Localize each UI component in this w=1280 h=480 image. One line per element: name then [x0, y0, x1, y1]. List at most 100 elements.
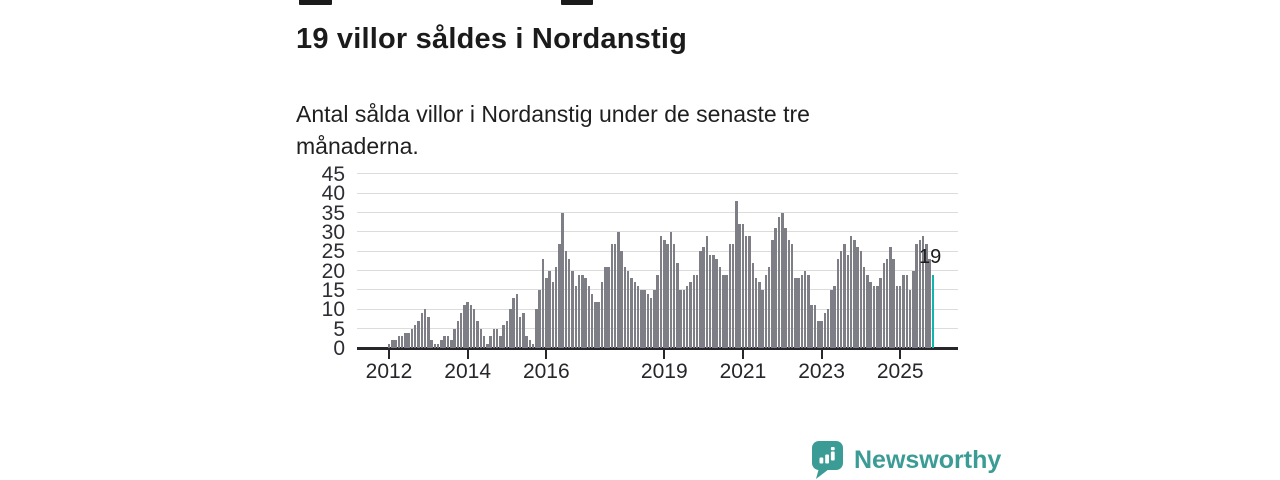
bar	[472, 309, 476, 348]
bar	[617, 231, 620, 348]
bar	[764, 274, 768, 348]
bar	[646, 293, 650, 348]
gridline	[357, 173, 958, 175]
bar	[450, 340, 453, 348]
bar	[630, 278, 633, 348]
bar	[571, 270, 574, 348]
x-axis-tick	[899, 349, 902, 359]
bar	[649, 297, 653, 348]
bar	[558, 243, 561, 348]
bar	[892, 259, 895, 348]
chart-title: 19 villor såldes i Nordanstig	[296, 23, 687, 56]
bar-chart: 0 5 10 15 20 25 30 35 40 45 2012 2014 2016 2019 2021 20…	[321, 162, 958, 383]
bar	[538, 289, 541, 348]
bar	[731, 243, 735, 348]
x-axis-tick-label: 2019	[640, 360, 688, 383]
bar	[695, 274, 699, 348]
bar	[466, 301, 469, 348]
bar	[758, 282, 761, 348]
bar	[653, 289, 656, 348]
x-axis-tick-label: 2023	[798, 360, 845, 383]
gridline	[357, 250, 958, 252]
bar	[469, 305, 473, 348]
y-axis-tick-label: 10	[321, 298, 345, 322]
bar	[427, 317, 430, 348]
bar	[564, 251, 568, 348]
bar	[626, 270, 630, 348]
y-axis-tick-label: 30	[321, 220, 345, 244]
bar	[620, 251, 623, 348]
bar	[725, 274, 728, 348]
bar	[410, 328, 414, 348]
bar	[708, 255, 712, 348]
bar	[702, 247, 705, 348]
bar	[797, 278, 800, 348]
bar	[787, 239, 791, 348]
bar	[839, 251, 843, 348]
bar	[515, 293, 519, 348]
y-axis-tick-label: 25	[321, 240, 345, 264]
bar	[738, 224, 741, 348]
y-axis-tick-label: 0	[333, 337, 345, 360]
x-axis-tick	[545, 349, 548, 359]
cropped-text-fragment	[299, 0, 332, 5]
bar	[794, 278, 797, 348]
newsworthy-logo: Newsworthy	[810, 440, 1010, 480]
bar	[522, 313, 525, 348]
gridline	[357, 270, 958, 272]
bar	[908, 289, 912, 348]
bar	[404, 332, 407, 348]
bar	[849, 235, 853, 348]
bar	[918, 239, 922, 348]
bar	[895, 286, 899, 348]
bar	[712, 255, 715, 348]
bar	[846, 255, 850, 348]
y-axis-tick-label: 45	[321, 162, 345, 186]
bar	[518, 317, 522, 348]
gridline	[357, 192, 958, 194]
bar	[600, 282, 604, 348]
bar	[545, 278, 548, 348]
bar	[577, 274, 581, 348]
bar	[866, 274, 869, 348]
bar	[459, 313, 463, 348]
bar	[820, 320, 823, 348]
bar	[689, 282, 692, 348]
newsworthy-wordmark: Newsworthy	[854, 445, 1002, 474]
bar	[604, 266, 607, 348]
bar	[823, 313, 827, 348]
bar	[436, 344, 440, 348]
bar	[803, 270, 807, 348]
bar	[898, 286, 902, 348]
bar	[640, 289, 643, 348]
bar	[413, 324, 417, 348]
bar	[676, 262, 679, 348]
bar	[387, 344, 391, 348]
bar	[636, 286, 640, 348]
bar	[525, 336, 528, 348]
bar	[567, 259, 571, 348]
bar	[718, 266, 722, 348]
bar	[777, 216, 781, 348]
bar	[705, 235, 709, 348]
bar	[505, 320, 509, 348]
x-axis-line	[357, 347, 958, 350]
bar	[741, 224, 745, 348]
bar	[728, 243, 732, 348]
y-axis-tick-label: 40	[321, 182, 345, 206]
bar	[561, 212, 564, 348]
bar	[672, 243, 676, 348]
bar	[574, 286, 578, 348]
highlight-bar	[931, 274, 935, 348]
bar	[685, 286, 689, 348]
bar	[800, 274, 804, 348]
bar	[554, 266, 558, 348]
bar	[433, 344, 437, 348]
bar	[590, 293, 594, 348]
bar	[440, 340, 443, 348]
bar	[479, 328, 482, 348]
bar	[482, 336, 486, 348]
bar	[407, 332, 410, 348]
bar	[502, 324, 505, 348]
bar	[669, 231, 673, 348]
